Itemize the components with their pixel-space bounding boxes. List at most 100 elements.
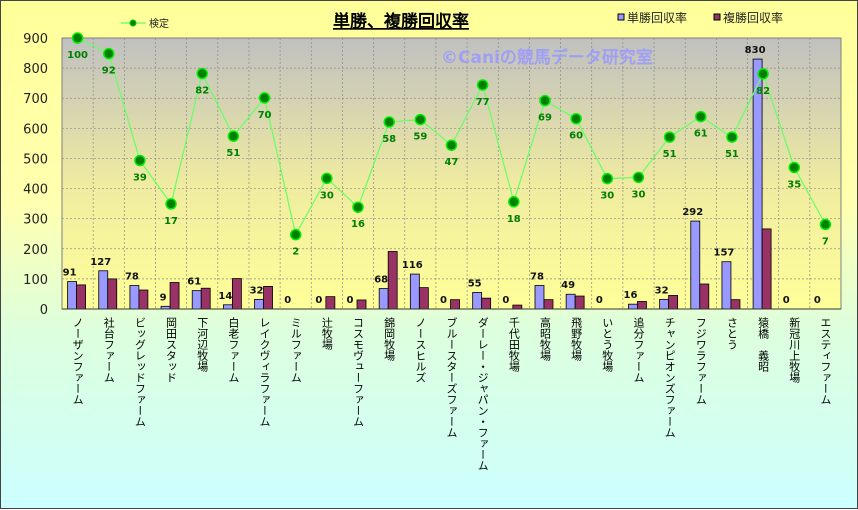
x-tick-label: エスティファーム: [819, 317, 832, 405]
bar-place: [325, 296, 336, 310]
y-tick-label: 200: [23, 243, 48, 258]
bar-win: [690, 220, 701, 310]
y-tick-label: 900: [23, 32, 48, 47]
line-marker: [258, 92, 271, 104]
x-tick-label: いとう牧場: [601, 317, 614, 373]
bar-win: [534, 285, 545, 310]
y-tick-label: 600: [23, 122, 48, 137]
legend-marker: [129, 19, 137, 27]
x-tick-label: 高昭牧場: [538, 316, 551, 362]
y-tick-label: 0: [40, 303, 48, 318]
x-tick-label: ビッグレッドファーム: [133, 317, 146, 427]
bar-win-label: 91: [63, 268, 77, 279]
x-tick-label: ブルースターズファーム: [445, 316, 458, 438]
bar-win-label: 78: [125, 272, 139, 283]
line-point-label: 39: [133, 173, 147, 184]
bar-win: [222, 304, 233, 310]
line-marker: [289, 228, 302, 241]
line-marker: [196, 67, 208, 80]
line-marker: [539, 94, 551, 107]
line-marker: [71, 32, 84, 44]
line-point-label: 92: [102, 66, 116, 77]
line-marker: [227, 130, 240, 142]
legend-item-place: 複勝回収率: [713, 10, 783, 25]
bar-place: [668, 295, 679, 310]
line-marker: [695, 110, 707, 123]
line-point-label: 51: [725, 149, 739, 160]
line-point-label: 30: [631, 189, 645, 200]
y-tick-label: 800: [23, 62, 48, 77]
bar-win-label: 61: [187, 277, 201, 288]
legend-item-win: 単勝回収率: [617, 10, 687, 25]
x-axis: ノーザンファーム 社台ファーム ビッグレッドファーム 岡田スタッド 下河辺牧場 白老ファー…: [62, 308, 841, 471]
bar-place: [543, 299, 554, 310]
line-point-label: 30: [320, 190, 334, 201]
line-marker: [102, 47, 115, 60]
plot-area: [61, 37, 842, 310]
bar-win-label: 14: [218, 291, 232, 302]
line-point-label: 69: [538, 113, 552, 124]
y-tick-label: 400: [23, 183, 48, 198]
line-marker: [757, 68, 769, 80]
x-tick-label: コスモヴューファーム: [352, 317, 365, 427]
line-point-label: 100: [67, 50, 88, 61]
legend: 検定 単勝回収率 複勝回収率: [121, 10, 783, 30]
bar-win-label: 0: [596, 295, 603, 306]
line-marker: [601, 172, 614, 185]
line-marker: [570, 112, 582, 125]
line-marker: [414, 113, 427, 126]
bar-win-label: 78: [530, 272, 544, 283]
bar-place: [107, 278, 118, 310]
line-marker: [632, 171, 645, 184]
legend-label: 単勝回収率: [627, 10, 687, 25]
bar-place: [76, 284, 86, 310]
bar-win-label: 9: [160, 292, 167, 303]
grid: [62, 38, 841, 309]
line-marker: [819, 218, 832, 231]
bar-place: [574, 295, 585, 310]
line-point-label: 58: [382, 134, 396, 145]
line-marker: [321, 172, 333, 185]
legend-label: 検定: [149, 17, 169, 30]
y-tick-label: 300: [23, 213, 48, 228]
chart-title: 単勝、複勝回収率: [333, 11, 469, 32]
bar-place: [231, 278, 242, 310]
line-point-label: 47: [445, 157, 459, 168]
x-tick-label: 千代田牧場: [507, 317, 520, 373]
bar-win-label: 16: [623, 290, 637, 301]
bar-win-label: 0: [783, 295, 790, 306]
bar-place: [637, 301, 647, 310]
bar-win: [721, 261, 732, 310]
bar-place: [481, 297, 492, 310]
bar-win-label: 0: [347, 295, 354, 306]
bar-place: [169, 282, 180, 310]
watermark: ©Caniの競馬データ研究室: [441, 47, 653, 68]
line-point-label: 82: [195, 86, 209, 97]
bar-win-label: 68: [374, 275, 388, 286]
line-point-label: 70: [258, 110, 272, 121]
y-axis: 0 100 200 300 400 500 600 700 800 900: [23, 32, 48, 318]
bar-place: [138, 289, 149, 310]
bar-win-label: 0: [284, 295, 291, 306]
line-point-label: 59: [413, 132, 427, 143]
bar-win: [409, 273, 420, 310]
x-tick-label: 猿橋 義昭: [757, 316, 770, 373]
line-series: 100 92 39 17 82 51 70 2 30 16 58 59 47 77 18 69 60 30 30 51…: [67, 32, 832, 258]
line-marker: [383, 116, 395, 128]
y-tick-label: 500: [23, 152, 48, 167]
bar-place: [263, 286, 273, 310]
line-point-label: 51: [226, 148, 240, 159]
x-tick-label: さとう: [725, 317, 738, 350]
bar-place: [730, 299, 741, 310]
x-tick-label: 下河辺牧場: [196, 317, 209, 373]
bar-win-label: 32: [655, 285, 669, 296]
line-marker: [352, 201, 364, 213]
line-marker: [134, 154, 146, 167]
line-point-label: 2: [292, 247, 299, 258]
line-point-label: 17: [164, 216, 178, 227]
line-point-label: 77: [476, 97, 490, 108]
legend-item-line: 検定: [121, 17, 169, 30]
x-tick-label: レイクヴィラファーム: [258, 317, 271, 427]
